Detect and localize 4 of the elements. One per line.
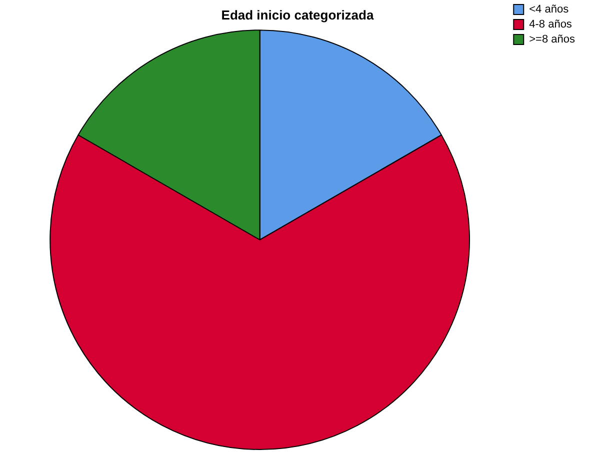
legend-label: <4 años (529, 4, 570, 16)
chart-title: Edad inicio categorizada (221, 7, 374, 22)
legend-label: >=8 años (529, 34, 576, 46)
legend-label: 4-8 años (529, 18, 572, 31)
